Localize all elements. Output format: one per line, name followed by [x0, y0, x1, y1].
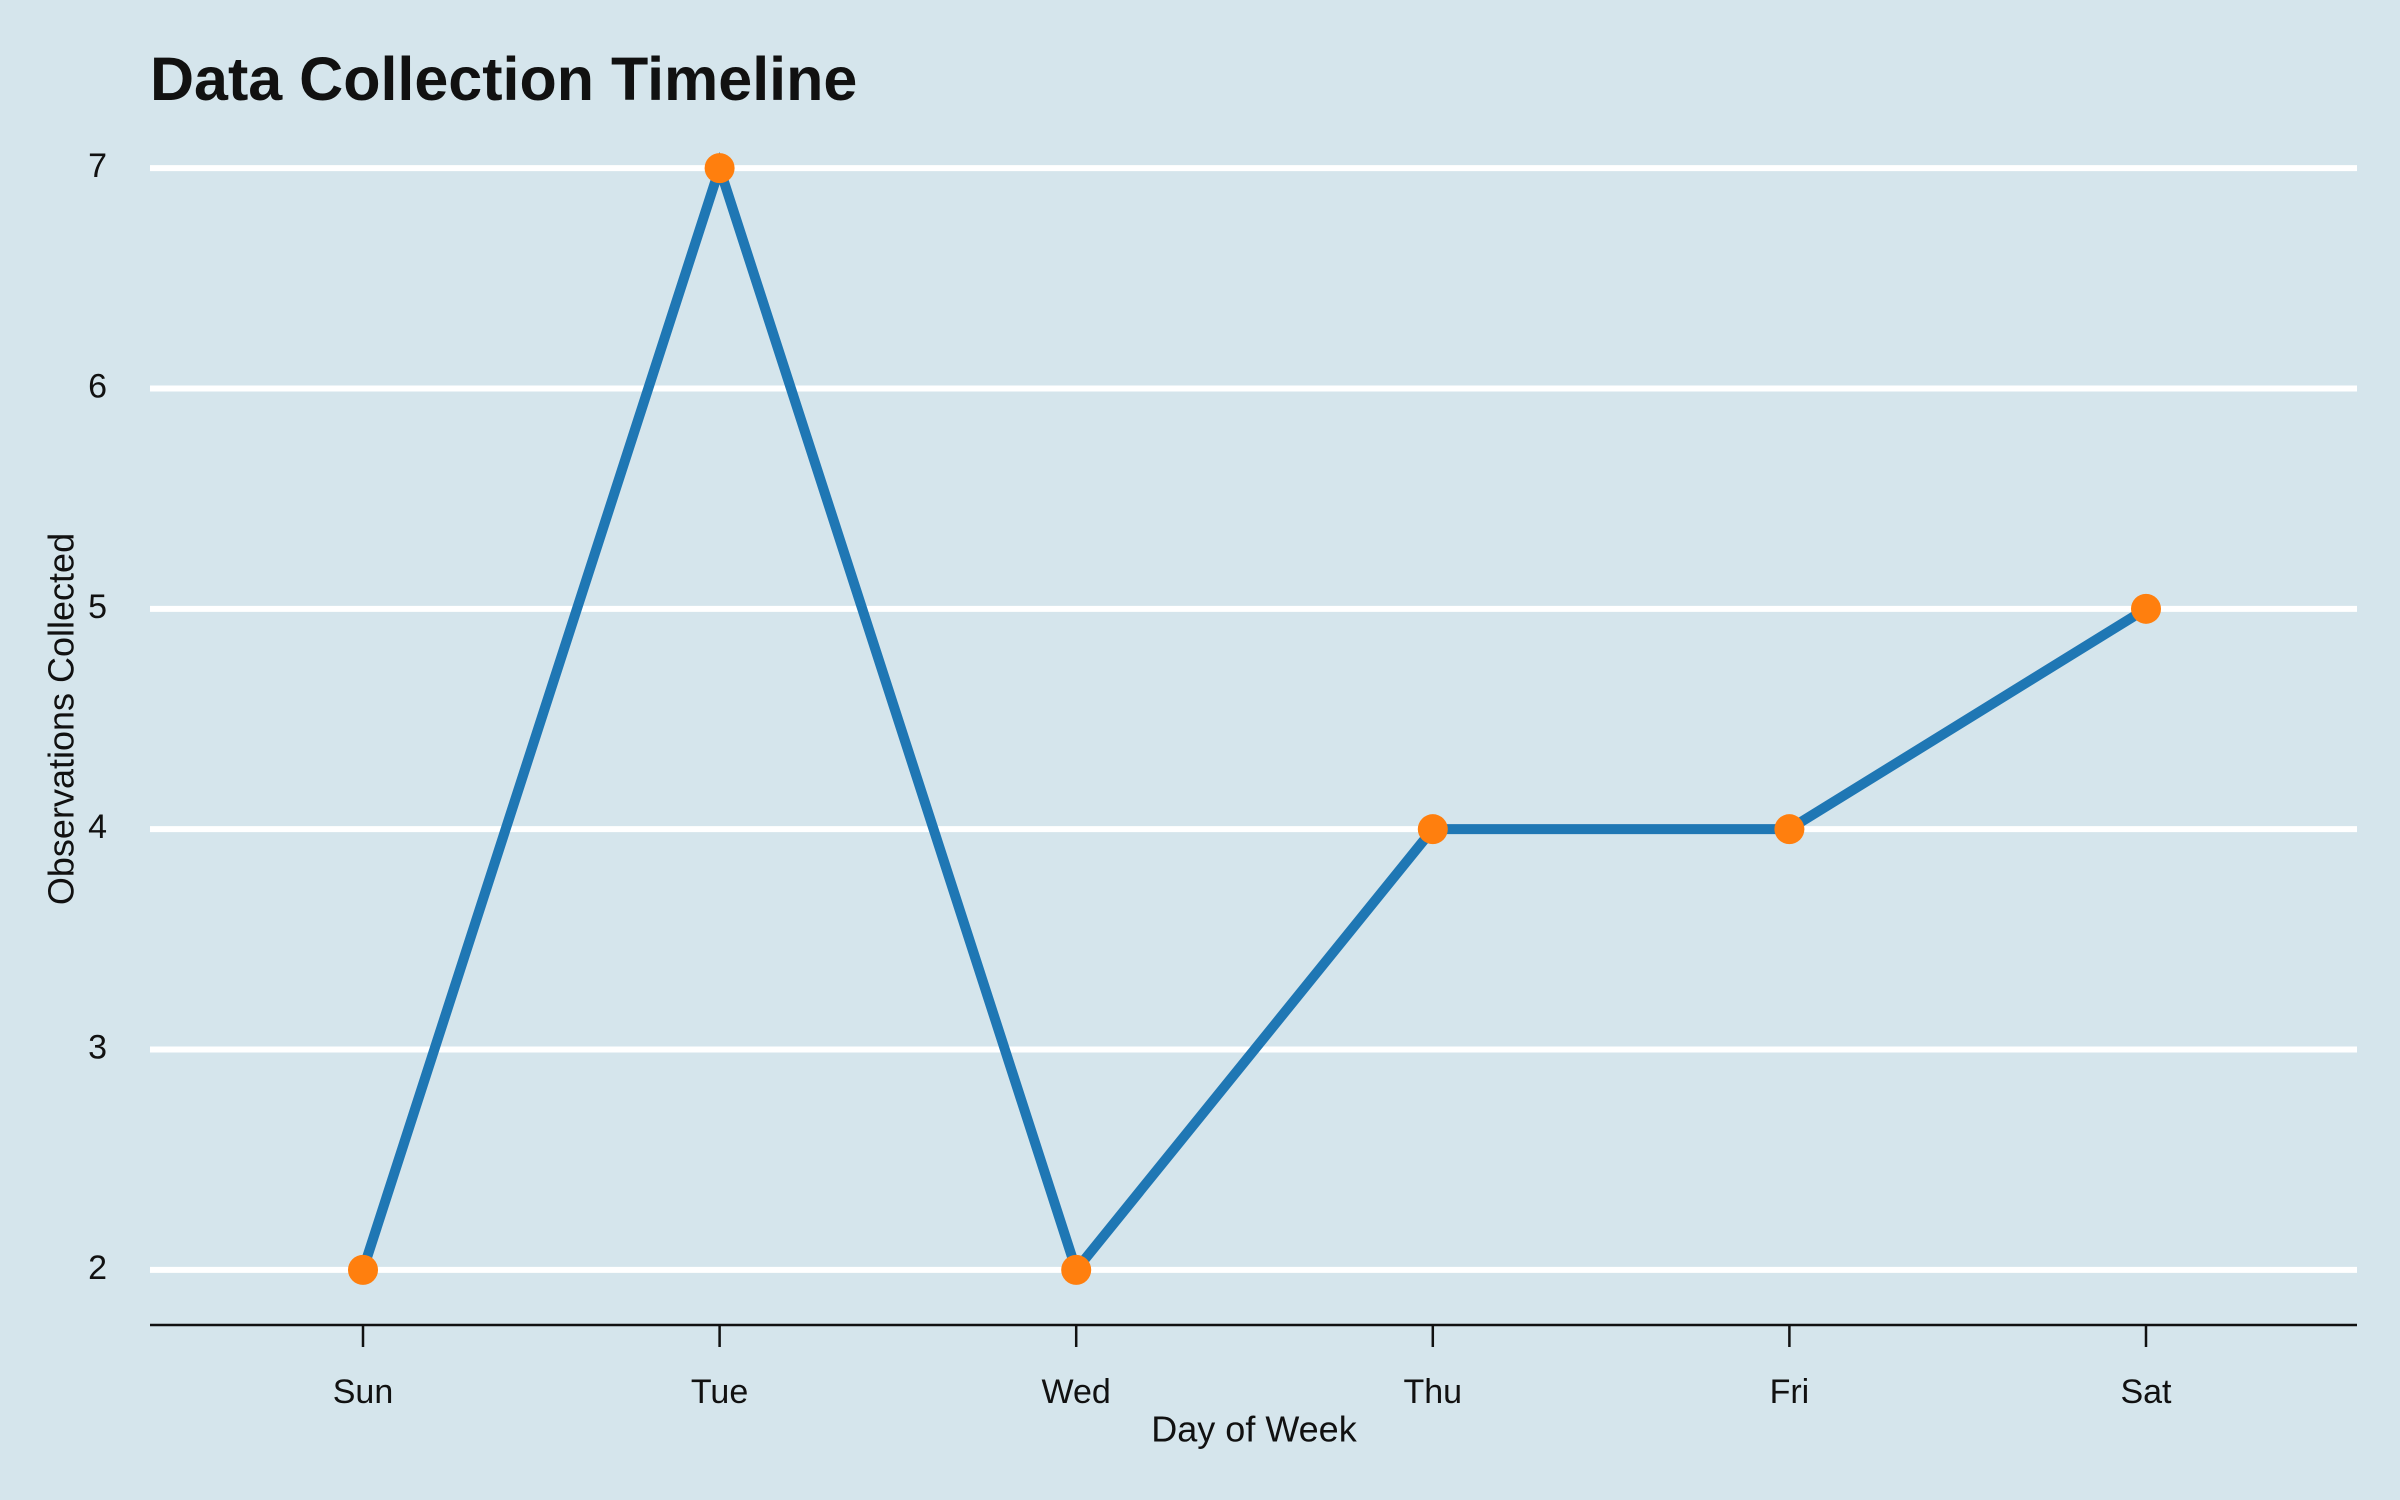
- data-point: [704, 153, 735, 184]
- y-tick-label: 4: [88, 808, 107, 846]
- y-tick-label: 3: [88, 1029, 107, 1067]
- x-tick-label: Tue: [691, 1373, 748, 1411]
- y-tick-label: 6: [88, 367, 107, 405]
- y-tick-label: 5: [88, 588, 107, 626]
- data-point: [348, 1254, 378, 1285]
- data-point: [1774, 814, 1805, 845]
- y-axis-label: Observations Collected: [41, 533, 82, 905]
- data-point: [1417, 814, 1448, 845]
- x-tick-label: Thu: [1404, 1373, 1463, 1411]
- x-tick-label: Sun: [333, 1373, 394, 1411]
- data-point: [2131, 593, 2161, 624]
- y-tick-label: 7: [88, 147, 107, 185]
- x-tick-label: Sat: [2120, 1373, 2172, 1411]
- data-point: [1061, 1254, 1092, 1285]
- data-line: [358, 151, 2149, 1281]
- x-tick-label: Wed: [1042, 1373, 1111, 1411]
- x-tick-label: Fri: [1770, 1373, 1810, 1411]
- chart-title: Data Collection Timeline: [150, 45, 857, 113]
- y-tick-label: 2: [88, 1249, 107, 1287]
- x-axis-label: Day of Week: [1151, 1409, 1357, 1450]
